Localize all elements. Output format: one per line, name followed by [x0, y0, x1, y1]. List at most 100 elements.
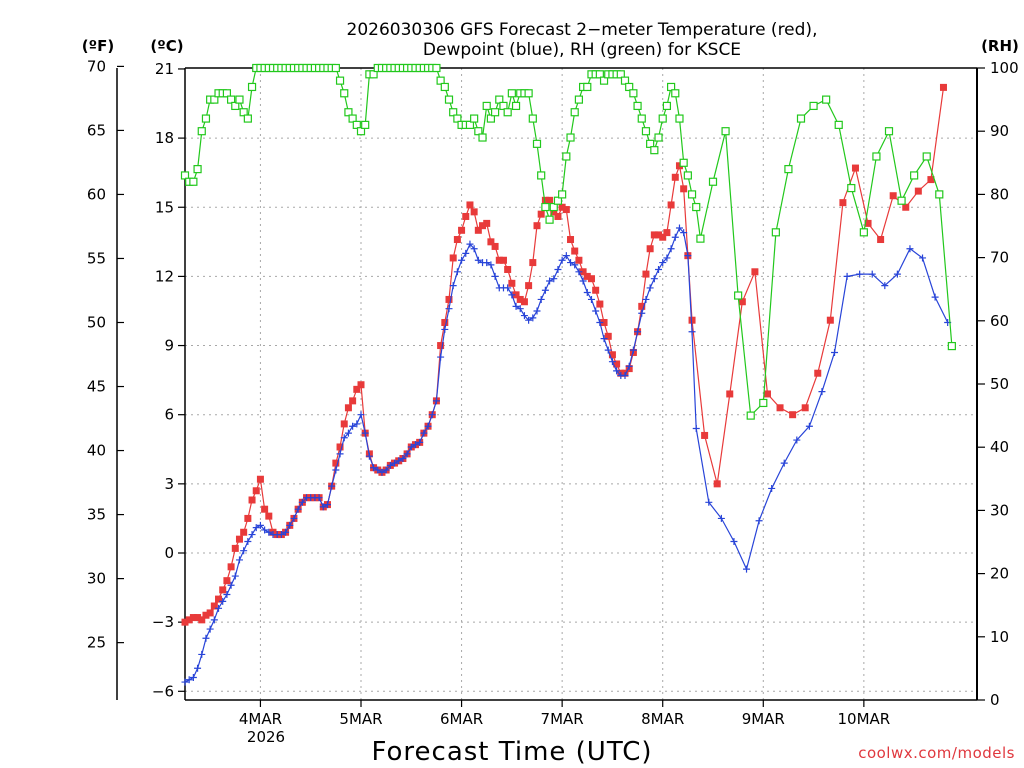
- temperature-point: [864, 219, 872, 227]
- temperature-point: [219, 586, 227, 594]
- rh-point: [356, 127, 366, 136]
- temperature-line: [184, 87, 945, 623]
- dewpoint-point: [432, 397, 440, 405]
- rh-tick-label: 50: [990, 375, 1009, 393]
- temperature-point: [185, 616, 193, 624]
- rh-point: [180, 171, 190, 180]
- rh-point: [683, 171, 692, 180]
- rh-point: [935, 190, 944, 199]
- fahrenheit-tick-label: 35: [87, 506, 106, 524]
- temperature-point: [525, 282, 533, 290]
- rh-point: [687, 190, 697, 199]
- temperature-point: [215, 595, 223, 603]
- temperature-point: [613, 360, 621, 368]
- dewpoint-point: [780, 459, 788, 467]
- fahrenheit-tick-label: 50: [87, 314, 106, 332]
- dewpoint-point: [575, 268, 583, 276]
- rh-point: [884, 127, 894, 136]
- rh-point: [465, 120, 475, 129]
- rh-point: [537, 171, 546, 180]
- rh-point: [541, 202, 550, 212]
- temperature-point: [558, 203, 566, 211]
- rh-point: [348, 114, 357, 123]
- dewpoint-point: [441, 325, 449, 333]
- dewpoint-point: [868, 270, 876, 278]
- series-layer: [180, 63, 956, 686]
- dewpoint-point: [546, 277, 554, 285]
- rh-point: [658, 114, 667, 123]
- dewpoint-point: [562, 252, 570, 260]
- temperature-point: [466, 201, 474, 209]
- temperature-point: [579, 268, 587, 276]
- dewpoint-point: [315, 494, 323, 502]
- temperature-point: [206, 609, 214, 617]
- rh-point: [897, 196, 906, 205]
- dewpoint-point: [856, 270, 864, 278]
- dewpoint-point: [428, 411, 436, 419]
- rh-point: [210, 95, 219, 104]
- celsius-unit-label: (ºC): [150, 37, 183, 55]
- rh-point: [549, 202, 558, 212]
- temperature-point: [479, 222, 487, 230]
- temperature-point: [533, 222, 541, 230]
- temperature-point: [244, 514, 252, 522]
- temperature-point: [210, 602, 218, 610]
- temperature-point: [763, 390, 771, 398]
- dewpoint-point: [407, 443, 415, 451]
- dewpoint-point: [470, 245, 478, 253]
- rh-point: [692, 202, 701, 212]
- dewpoint-point: [663, 254, 671, 262]
- fahrenheit-tick-label: 60: [87, 185, 106, 203]
- temperature-point: [495, 256, 503, 264]
- temperature-point: [789, 411, 797, 419]
- rh-point: [595, 70, 604, 79]
- temperature-point: [889, 192, 897, 200]
- temperature-point: [202, 611, 210, 619]
- rh-tick-label: 60: [990, 312, 1009, 330]
- temperature-point: [445, 295, 453, 303]
- rh-point: [641, 127, 651, 136]
- temperature-point: [751, 268, 759, 276]
- dewpoint-point: [634, 328, 642, 336]
- dewpoint-point: [655, 265, 663, 273]
- celsius-tick-label: 15: [155, 198, 174, 216]
- rh-point: [436, 76, 445, 85]
- dewpoint-point: [516, 305, 524, 313]
- dewpoint-point: [487, 261, 495, 269]
- rh-point: [344, 108, 353, 117]
- dewpoint-point: [483, 259, 491, 267]
- dewpoint-point: [261, 526, 269, 534]
- rh-point: [499, 101, 508, 111]
- rh-tick-label: 0: [990, 691, 1000, 709]
- dewpoint-point: [931, 293, 939, 301]
- gridlines: [185, 68, 977, 700]
- dewpoint-point: [340, 434, 348, 442]
- temperature-point: [642, 270, 650, 278]
- series-dewpoint: [181, 224, 952, 686]
- dewpoint-point: [793, 436, 801, 444]
- dewpoint-point: [265, 528, 273, 536]
- temperature-point: [499, 256, 507, 264]
- rh-point: [910, 171, 919, 180]
- rh-point: [646, 139, 655, 148]
- dewpoint-point: [458, 256, 466, 264]
- temperature-point: [235, 535, 243, 543]
- x-tick-label: 5MAR: [339, 710, 382, 728]
- dewpoint-point: [449, 282, 457, 290]
- temperature-point: [701, 431, 709, 439]
- rh-point: [478, 133, 487, 142]
- temperature-point: [181, 618, 189, 626]
- dewpoint-point: [604, 346, 612, 354]
- rh-point: [872, 152, 881, 161]
- dewpoint-point: [508, 291, 516, 299]
- dewpoint-point: [215, 604, 223, 612]
- dewpoint-point: [227, 581, 235, 589]
- rh-tick-label: 40: [990, 438, 1009, 456]
- rh-point: [708, 177, 718, 186]
- temperature-point: [458, 226, 466, 234]
- temperature-point: [550, 208, 558, 216]
- dewpoint-point: [420, 429, 428, 437]
- dewpoint-point: [395, 457, 403, 465]
- temperature-point: [567, 236, 575, 244]
- dewpoint-point: [650, 275, 658, 283]
